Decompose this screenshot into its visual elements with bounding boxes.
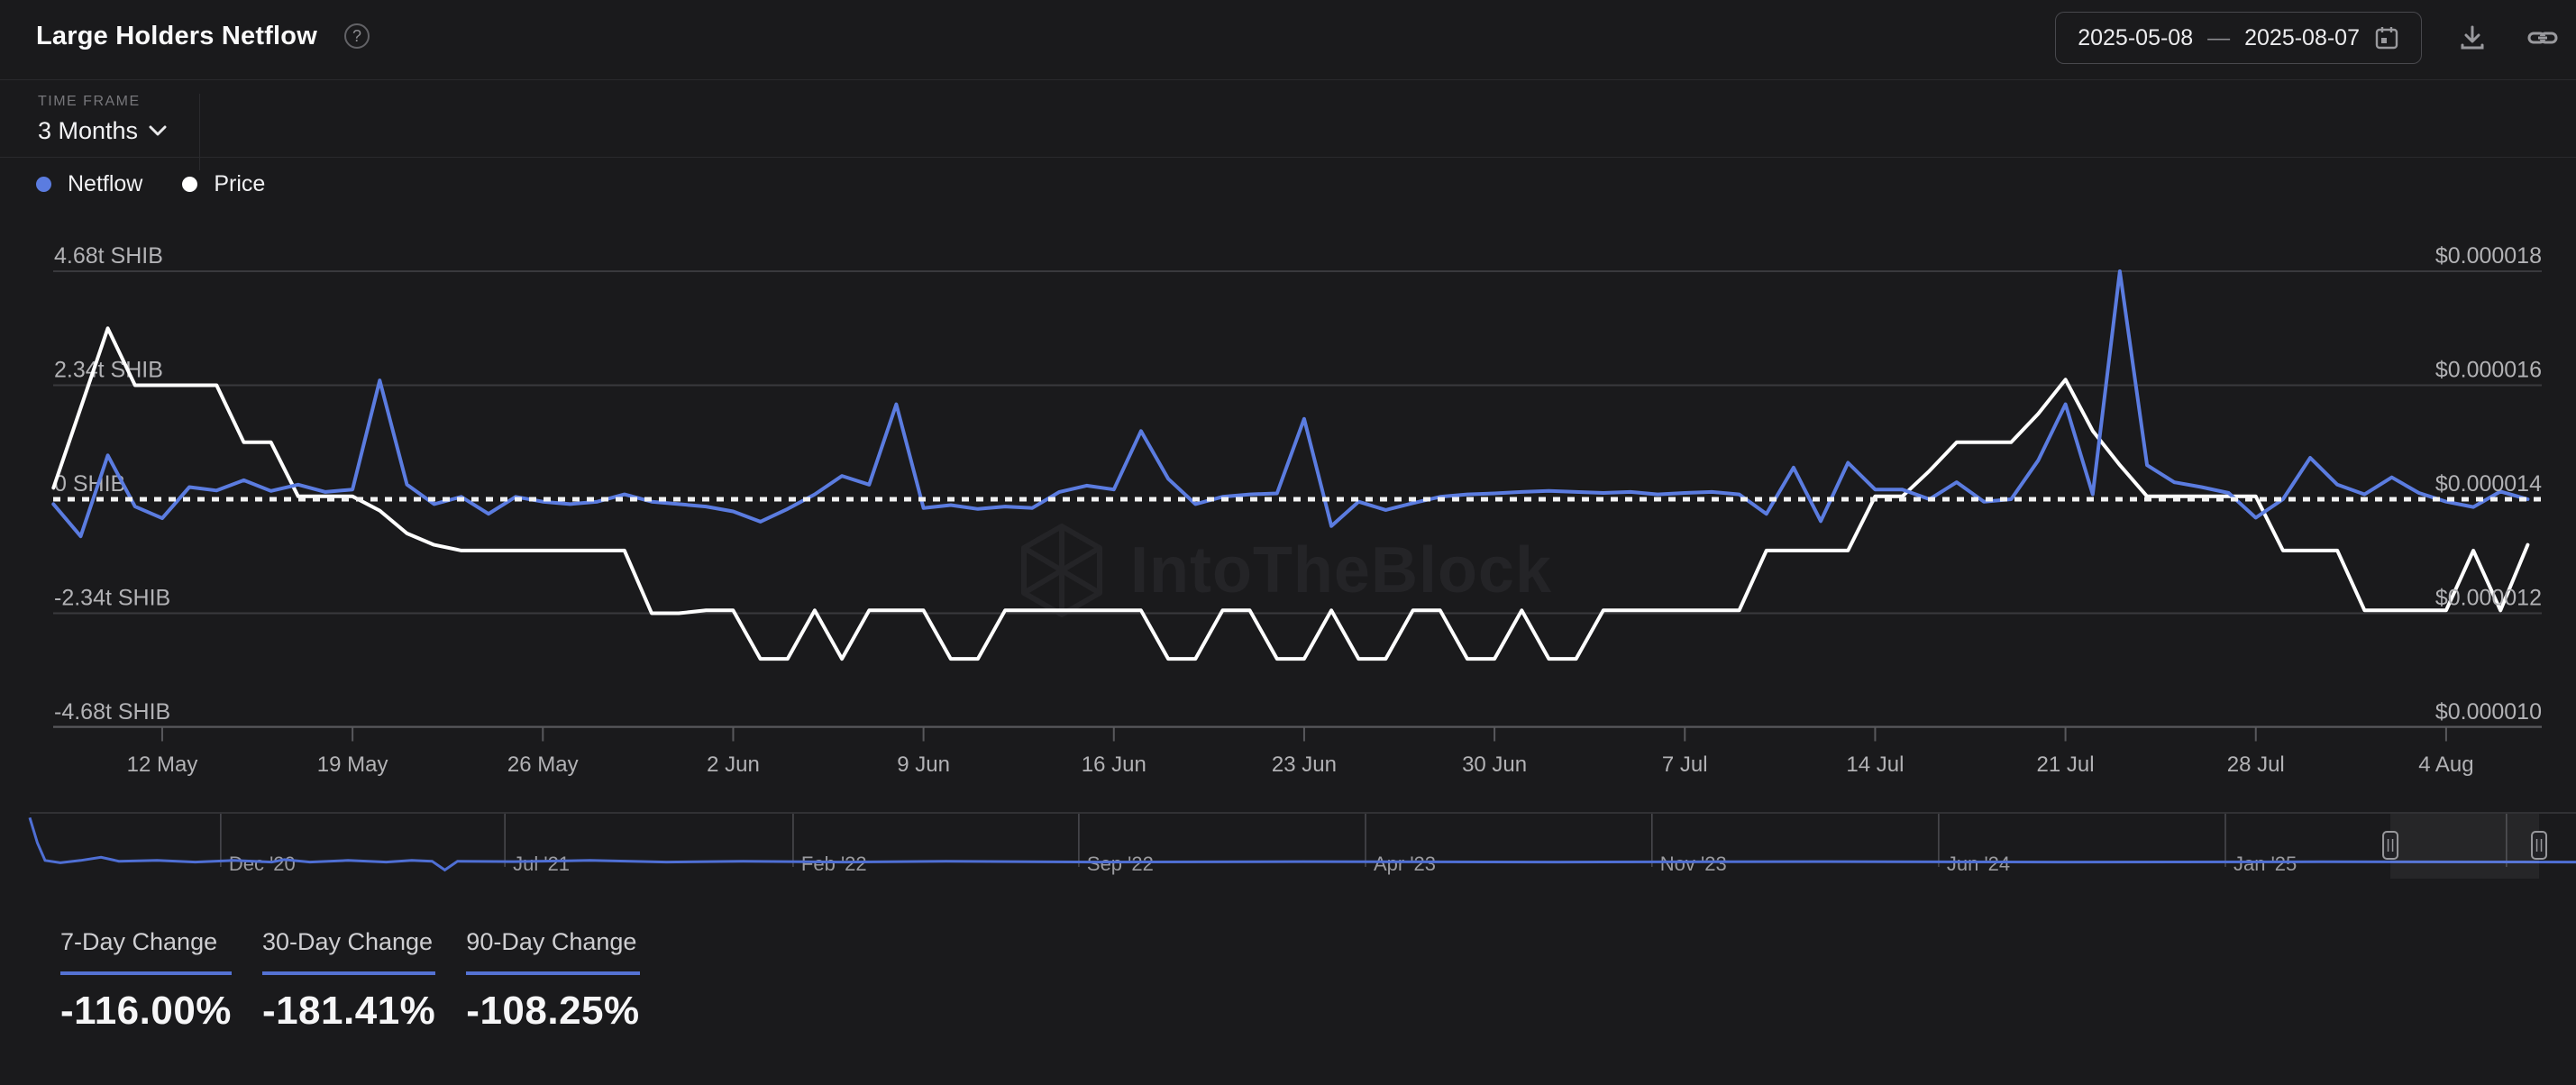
right-axis-label: $0.000014: [2435, 471, 2542, 497]
download-icon: [2461, 25, 2484, 50]
download-button[interactable]: [2453, 18, 2492, 58]
watermark-text: IntoTheBlock: [1130, 534, 1553, 606]
x-tick-label: 2 Jun: [707, 752, 760, 777]
x-tick-label: 30 Jun: [1462, 752, 1527, 777]
left-axis-label: -2.34t SHIB: [54, 586, 170, 611]
stat-label: 7-Day Change: [60, 928, 232, 975]
right-axis-label: $0.000010: [2435, 699, 2542, 725]
stat-value: -181.41%: [261, 989, 436, 1033]
price-line: [51, 326, 2530, 661]
stat-value: -108.25%: [466, 989, 640, 1033]
price-dot-icon: [182, 177, 198, 192]
navigator-sparkline: [28, 816, 2576, 872]
stat-value: -116.00%: [60, 989, 232, 1033]
chart-legend: Netflow Price: [36, 171, 265, 197]
navigator-label: Feb '22: [801, 852, 867, 875]
legend-item-netflow[interactable]: Netflow: [36, 171, 142, 197]
calendar-icon: [2375, 27, 2398, 50]
link-icon: [2527, 32, 2558, 44]
change-stats: 7-Day Change -116.00% 30-Day Change -181…: [60, 928, 640, 1034]
x-tick-label: 4 Aug: [2418, 752, 2473, 777]
x-tick-label: 7 Jul: [1662, 752, 1708, 777]
timeline-navigator[interactable]: Dec '20 Jul '21 Feb '22 Sep '22 Apr '23 Nov '…: [28, 812, 2576, 879]
x-tick-label: 14 Jul: [1846, 752, 1904, 777]
navigator-label: Nov '23: [1660, 852, 1727, 875]
navigator-selection[interactable]: [2390, 814, 2540, 879]
time-frame-select[interactable]: 3 Months: [38, 117, 199, 145]
x-tick-label: 28 Jul: [2227, 752, 2285, 777]
x-tick-label: 16 Jun: [1082, 752, 1146, 777]
date-range-end: 2025-08-07: [2244, 24, 2360, 50]
left-axis-label: 0 SHIB: [54, 471, 125, 497]
x-tick-label: 9 Jun: [897, 752, 950, 777]
date-range-picker[interactable]: 2025-05-08 — 2025-08-07: [2055, 12, 2422, 64]
stat-90-day-change: 90-Day Change -108.25%: [466, 928, 640, 1034]
legend-item-price[interactable]: Price: [182, 171, 265, 197]
x-tick-label: 12 May: [127, 752, 198, 777]
navigator-handle-right[interactable]: [2531, 831, 2548, 860]
header-divider: [0, 79, 2576, 80]
stat-label: 30-Day Change: [261, 928, 436, 975]
navigator-label: Sep '22: [1087, 852, 1154, 875]
stat-7-day-change: 7-Day Change -116.00%: [60, 928, 232, 1034]
navigator-label: Apr '23: [1374, 852, 1436, 875]
left-axis-label: -4.68t SHIB: [54, 699, 170, 725]
netflow-dot-icon: [36, 177, 51, 192]
share-link-button[interactable]: [2523, 18, 2562, 58]
navigator-label: Dec '20: [229, 852, 296, 875]
toolbar: TIME FRAME 3 Months: [0, 80, 2576, 170]
header: Large Holders Netflow ? 2025-05-08 — 202…: [0, 0, 2576, 79]
navigator-label: Jan '25: [2233, 852, 2297, 875]
date-range-start: 2025-05-08: [2078, 24, 2194, 50]
navigator-label: Jun '24: [1947, 852, 2010, 875]
page-title: Large Holders Netflow: [36, 22, 317, 50]
navigator-handle-left[interactable]: [2382, 831, 2399, 860]
navigator-label: Jul '21: [513, 852, 570, 875]
netflow-line: [51, 269, 2530, 539]
x-tick-label: 26 May: [507, 752, 579, 777]
stat-30-day-change: 30-Day Change -181.41%: [261, 928, 436, 1034]
time-frame-label: TIME FRAME: [38, 94, 141, 109]
x-tick-label: 23 Jun: [1272, 752, 1337, 777]
intotheblock-watermark: IntoTheBlock: [1017, 521, 1552, 620]
left-axis-label: 4.68t SHIB: [54, 243, 163, 269]
right-axis-label: $0.000012: [2435, 586, 2542, 611]
intotheblock-logo-icon: [1021, 524, 1102, 617]
chevron-down-icon: [149, 125, 167, 136]
left-axis-label: 2.34t SHIB: [54, 357, 163, 382]
x-tick-label: 19 May: [317, 752, 388, 777]
x-tick-label: 21 Jul: [2037, 752, 2095, 777]
stat-label: 90-Day Change: [466, 928, 640, 975]
date-range-separator: —: [2207, 24, 2231, 50]
right-axis-label: $0.000016: [2435, 358, 2542, 383]
help-icon[interactable]: ?: [344, 23, 370, 49]
right-axis-label: $0.000018: [2435, 243, 2542, 269]
